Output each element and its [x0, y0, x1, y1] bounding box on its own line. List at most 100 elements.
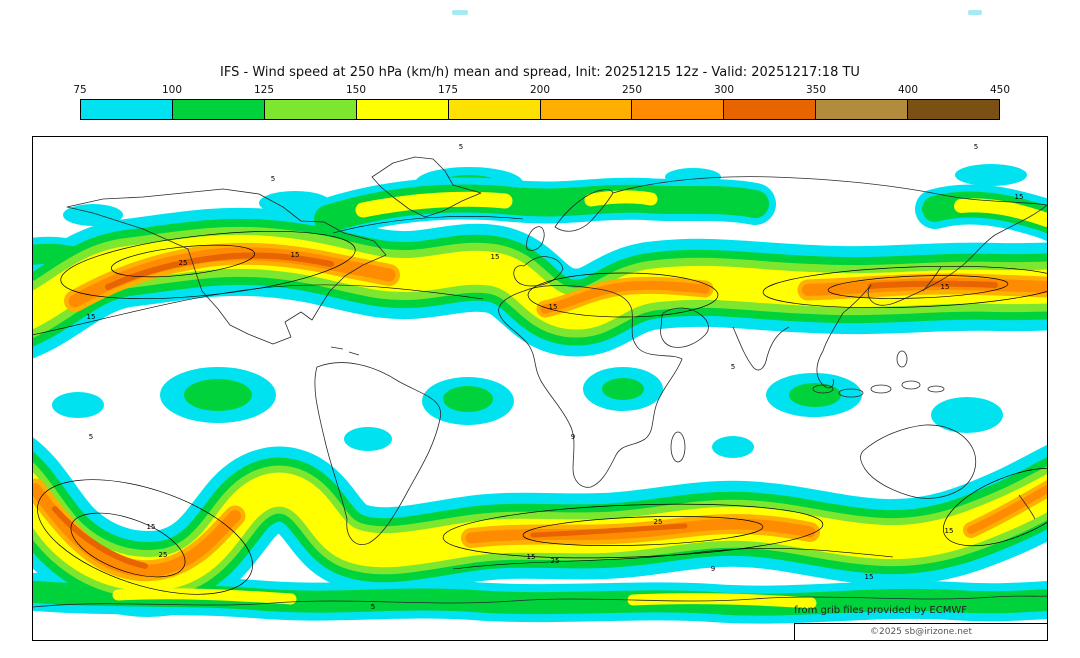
jet-band	[627, 593, 817, 609]
copyright-text: ©2025 sb@irizone.net	[794, 623, 1047, 640]
contour-label: 15	[291, 251, 300, 259]
colorbar-scale	[80, 99, 1000, 120]
spread-contour	[33, 284, 484, 336]
page-title: IFS - Wind speed at 250 hPa (km/h) mean …	[220, 65, 860, 80]
contour-label: 15	[527, 553, 536, 561]
wind-patch	[344, 427, 392, 451]
coastline-island	[927, 385, 945, 393]
spread-contour	[942, 467, 1047, 547]
spread-contour	[70, 512, 186, 578]
coastline	[498, 285, 683, 488]
coastline-island	[896, 350, 908, 368]
coastline	[33, 595, 1047, 608]
world-map: 25 15 15 15 15 15 15 5 5 5 5 5 9 15 25 15 25 25 15 15 9 5 fro…	[32, 136, 1048, 641]
wind-patch	[789, 383, 841, 407]
coastline	[371, 156, 482, 218]
colorbar-segment	[81, 100, 173, 119]
contour-label: 5	[731, 363, 735, 371]
colorbar-tick-label: 75	[73, 84, 87, 96]
jet-band	[355, 191, 513, 218]
colorbar-segment	[264, 100, 357, 119]
wind-patch	[602, 378, 644, 400]
jet-band	[530, 523, 688, 538]
contour-label: 15	[549, 303, 558, 311]
spread-contour	[332, 216, 524, 234]
coastline-island	[812, 384, 834, 394]
colorbar-tick-label: 450	[989, 84, 1011, 96]
spread-contour	[442, 503, 824, 559]
jet-band	[584, 190, 658, 207]
wind-patch	[443, 386, 493, 412]
coastline-island	[670, 431, 686, 463]
jet-band	[967, 484, 1047, 534]
jet-band	[52, 506, 148, 569]
contour-label: 9	[711, 565, 715, 573]
jet-band	[540, 280, 710, 314]
jet-band	[954, 198, 1047, 227]
coastline-island	[901, 380, 921, 390]
coastline	[660, 307, 709, 348]
contour-label: 15	[865, 573, 874, 581]
contour-label: 15	[87, 313, 96, 321]
colorbar-segment	[632, 100, 725, 119]
colorbar-segment	[356, 100, 449, 119]
wind-patch	[931, 397, 1003, 433]
spread-contour	[111, 244, 255, 278]
colorbar-segment	[540, 100, 633, 119]
spread-contour	[527, 272, 719, 318]
spread-contour	[60, 231, 356, 299]
colorbar-tick-label: 350	[805, 84, 827, 96]
jet-band	[105, 252, 334, 290]
coastline	[732, 326, 790, 371]
jet-band	[868, 280, 998, 289]
spread-contour	[762, 265, 1047, 309]
contour-label: 15	[147, 523, 156, 531]
coastline	[860, 424, 977, 499]
spread-contour	[827, 275, 1009, 299]
spread-contour	[37, 479, 253, 595]
colorbar-tick-label: 175	[437, 84, 459, 96]
contour-label: 15	[491, 253, 500, 261]
jet-band	[33, 483, 241, 577]
coastline	[513, 256, 564, 287]
coastline	[1018, 494, 1036, 520]
spread-contour	[522, 516, 764, 546]
coastline	[822, 312, 844, 352]
coastline	[314, 362, 442, 545]
colorbar-tick-label: 150	[345, 84, 367, 96]
map-edge-artifact	[968, 10, 982, 15]
coastline-island	[838, 388, 864, 398]
spread-contour	[452, 547, 894, 570]
colorbar-tick-label: 125	[253, 84, 275, 96]
colorbar-tick-label: 300	[713, 84, 735, 96]
credit-text: from grib files provided by ECMWF	[794, 605, 967, 616]
wind-patch	[52, 392, 104, 418]
wind-patch	[184, 379, 252, 411]
contour-label: 15	[945, 527, 954, 535]
colorbar-segment	[724, 100, 817, 119]
contour-label: 5	[371, 603, 375, 611]
contour-label: 15	[941, 283, 950, 291]
coastline	[612, 176, 1047, 206]
colorbar: 75 100 125 150 175 200 250 300 350 400 450	[73, 84, 1010, 120]
contour-label: 5	[459, 143, 463, 151]
coastline	[66, 188, 387, 345]
coastline-island	[870, 384, 892, 394]
colorbar-segment	[816, 100, 909, 119]
coastline	[330, 346, 360, 356]
contour-label: 25	[179, 259, 188, 267]
contour-label: 5	[89, 433, 93, 441]
coastline	[842, 204, 1047, 314]
contour-label: 15	[1015, 193, 1024, 201]
coastline	[922, 266, 942, 292]
colorbar-segment	[448, 100, 541, 119]
colorbar-tick-label: 250	[621, 84, 643, 96]
contour-label: 25	[159, 551, 168, 559]
contour-label: 9	[571, 433, 575, 441]
colorbar-segment	[908, 100, 1000, 119]
wind-patch	[955, 164, 1027, 186]
contour-label: 25	[654, 518, 663, 526]
colorbar-tick-label: 200	[529, 84, 551, 96]
colorbar-segment	[172, 100, 265, 119]
